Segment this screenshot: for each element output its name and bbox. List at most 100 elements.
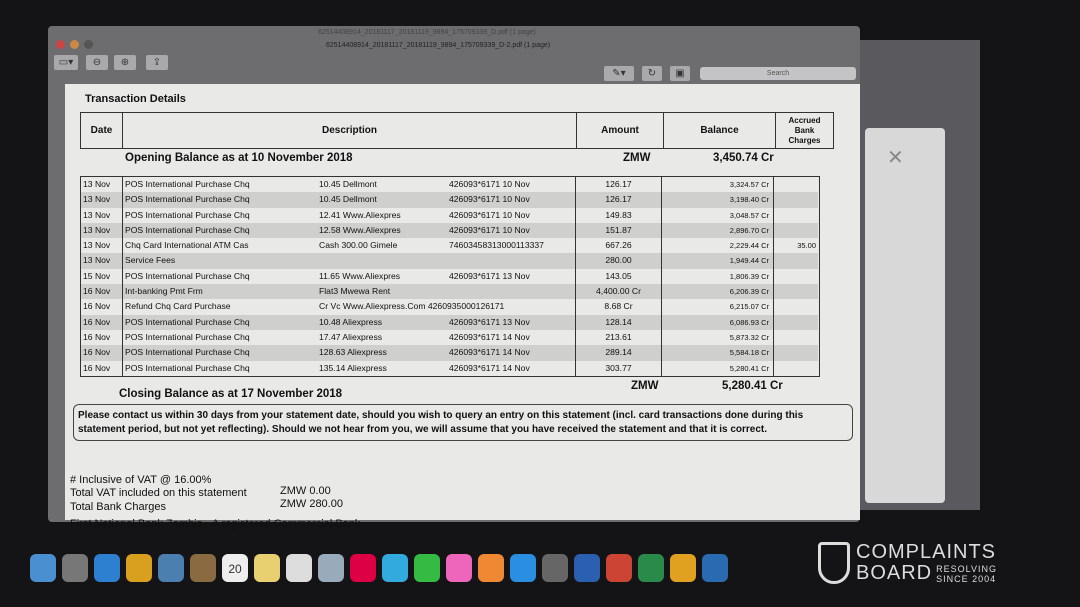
window-title-back: 62514408914_20181117_20181119_9894_17570… xyxy=(318,29,536,36)
cell-type: POS International Purchase Chq xyxy=(125,362,250,373)
zoom-out-icon[interactable]: ⊖ xyxy=(86,55,108,70)
calendar-icon[interactable]: 20 xyxy=(222,554,248,582)
shield-icon xyxy=(818,542,850,584)
cell-ref: 74603458313000113337 xyxy=(449,240,544,251)
facetime-icon[interactable] xyxy=(414,554,440,582)
markup-icon[interactable]: ✎▾ xyxy=(604,66,634,81)
toolbox-icon[interactable]: ▣ xyxy=(670,66,690,81)
stickies-icon[interactable] xyxy=(254,554,280,582)
app-store-icon[interactable] xyxy=(510,554,536,582)
cell-amount: 667.26 xyxy=(575,238,662,254)
cell-balance: 2,229.44 Cr xyxy=(662,238,774,254)
watermark-line2: BOARD xyxy=(856,562,933,584)
cell-accrued xyxy=(774,223,816,238)
cell-detail: Cash 300.00 Gimele xyxy=(319,240,398,251)
cell-balance: 5,584.18 Cr xyxy=(662,345,774,361)
opening-balance: 3,450.74 Cr xyxy=(713,152,774,164)
cell-date: 13 Nov xyxy=(81,207,123,223)
search-input[interactable]: Search xyxy=(700,67,856,80)
outlook-icon[interactable] xyxy=(670,554,696,582)
background-dialog: ✕ xyxy=(865,128,945,503)
cell-type: POS International Purchase Chq xyxy=(125,316,250,327)
cell-date: 13 Nov xyxy=(81,177,123,193)
table-row: 16 Nov POS International Purchase Chq 10.4… xyxy=(81,314,818,330)
excel-icon[interactable] xyxy=(638,554,664,582)
cell-balance: 3,048.57 Cr xyxy=(662,207,774,223)
system-preferences-icon[interactable] xyxy=(542,554,568,582)
vat-note: # Inclusive of VAT @ 16.00% xyxy=(70,474,212,486)
dock: 20 xyxy=(30,548,770,588)
table-header: Date Description Amount Balance Accrued … xyxy=(80,112,834,149)
cell-ref: 426093*6171 14 Nov xyxy=(449,362,530,373)
cell-amount: 8.68 Cr xyxy=(575,299,662,315)
cell-balance: 5,873.32 Cr xyxy=(662,329,774,346)
header-balance: Balance xyxy=(663,112,776,149)
watermark-line1: COMPLAINTS xyxy=(856,541,997,563)
cell-date: 16 Nov xyxy=(81,329,123,346)
cell-accrued xyxy=(774,284,816,299)
cell-balance: 6,215.07 Cr xyxy=(662,299,774,315)
messages-icon[interactable] xyxy=(382,554,408,582)
query-notice: Please contact us within 30 days from yo… xyxy=(73,404,853,441)
cell-balance: 5,280.41 Cr xyxy=(662,360,774,376)
cell-type: Chq Card International ATM Cas xyxy=(125,240,249,251)
cell-type: POS International Purchase Chq xyxy=(125,347,250,358)
word-icon[interactable] xyxy=(574,554,600,582)
cell-balance: 6,206.39 Cr xyxy=(662,284,774,300)
chrome-icon[interactable] xyxy=(126,554,152,582)
cell-date: 16 Nov xyxy=(81,360,123,376)
zoom-in-icon[interactable]: ⊕ xyxy=(114,55,136,70)
preview-icon[interactable] xyxy=(158,554,184,582)
cell-ref: 426093*6171 14 Nov xyxy=(449,347,530,358)
cell-amount: 126.17 xyxy=(575,177,662,193)
cell-amount: 289.14 xyxy=(575,345,662,361)
cell-date: 13 Nov xyxy=(81,192,123,208)
header-date: Date xyxy=(80,112,123,149)
finder-icon[interactable] xyxy=(30,554,56,582)
photos-app-icon[interactable] xyxy=(318,554,344,582)
opening-currency: ZMW xyxy=(623,152,651,164)
sidebar-icon[interactable]: ▭▾ xyxy=(54,55,78,70)
cell-amount: 280.00 xyxy=(575,253,662,269)
table-row: 16 Nov Int-banking Pmt Frm Flat3 Mwewa Ren… xyxy=(81,284,818,300)
cell-accrued xyxy=(774,345,816,360)
other-icon[interactable] xyxy=(702,554,728,582)
powerpoint-icon[interactable] xyxy=(606,554,632,582)
zoom-button[interactable] xyxy=(84,40,93,49)
table-row: 16 Nov POS International Purchase Chq 128.… xyxy=(81,345,818,361)
cell-date: 13 Nov xyxy=(81,238,123,254)
minimize-button[interactable] xyxy=(70,40,79,49)
cell-amount: 126.17 xyxy=(575,192,662,208)
cell-amount: 151.87 xyxy=(575,222,662,239)
cell-amount: 149.83 xyxy=(575,207,662,223)
cell-accrued xyxy=(774,361,816,376)
bank-line: First National Bank Zambia - A registere… xyxy=(70,518,361,530)
cell-ref: 426093*6171 13 Nov xyxy=(449,270,530,281)
notes-icon[interactable] xyxy=(190,554,216,582)
launchpad-icon[interactable] xyxy=(62,554,88,582)
cell-date: 15 Nov xyxy=(81,268,123,285)
photos-icon[interactable] xyxy=(350,554,376,582)
cell-ref: 426093*6171 10 Nov xyxy=(449,179,530,189)
close-icon[interactable]: ✕ xyxy=(887,147,904,169)
watermark-tag2: SINCE 2004 xyxy=(936,573,997,584)
share-icon[interactable]: ⇪ xyxy=(146,55,168,70)
close-button[interactable] xyxy=(56,40,65,49)
cell-balance: 2,896.70 Cr xyxy=(662,222,774,239)
table-row: 16 Nov Refund Chq Card Purchase Cr Vc Www.… xyxy=(81,299,818,315)
total-vat: ZMW 0.00 xyxy=(280,485,331,497)
transactions-table: 13 Nov POS International Purchase Chq 10.4… xyxy=(80,176,820,377)
cell-detail: 10.45 Dellmont xyxy=(319,194,377,205)
window-title: 62514408914_20181117_20181119_9894_17570… xyxy=(326,42,551,49)
header-accrued: Accrued Bank Charges xyxy=(775,112,834,149)
ibooks-icon[interactable] xyxy=(478,554,504,582)
cell-type: POS International Purchase Chq xyxy=(125,179,250,189)
statement-page: Transaction Details Date Description Amo… xyxy=(65,84,860,530)
itunes-icon[interactable] xyxy=(446,554,472,582)
cell-amount: 143.05 xyxy=(575,268,662,285)
reminders-icon[interactable] xyxy=(286,554,312,582)
safari-icon[interactable] xyxy=(94,554,120,582)
cell-type: Refund Chq Card Purchase xyxy=(125,301,231,312)
table-row: 13 Nov Service Fees 280.00 1,949.44 Cr xyxy=(81,253,818,269)
rotate-icon[interactable]: ↻ xyxy=(642,66,662,81)
